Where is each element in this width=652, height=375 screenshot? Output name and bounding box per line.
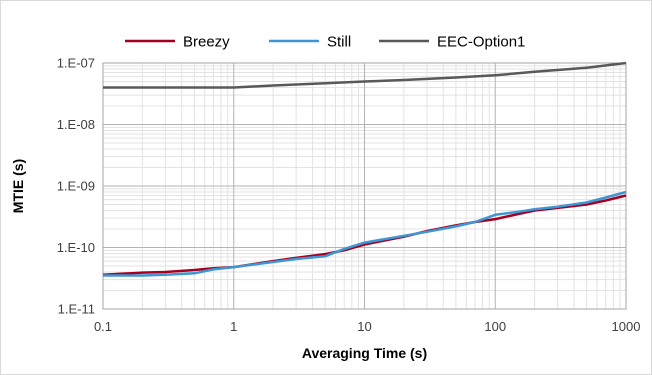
x-tick-label: 1000 [612, 319, 641, 334]
plot-border [102, 62, 627, 310]
x-axis-title: Averaging Time (s) [302, 345, 427, 361]
x-tick-label: 100 [484, 319, 506, 334]
y-axis-title: MTIE (s) [10, 159, 26, 213]
x-tick-label: 1 [230, 319, 237, 334]
legend-label: Breezy [183, 34, 230, 51]
x-tick-labels: 0.1 1 10 100 1000 [94, 319, 641, 334]
legend-label: Still [327, 34, 351, 51]
y-tick-label: 1.E-09 [57, 179, 95, 194]
legend: Breezy Still EEC-Option1 [125, 34, 525, 51]
y-tick-labels: 1.E-11 1.E-10 1.E-09 1.E-08 1.E-07 [57, 56, 95, 317]
x-tick-label: 0.1 [94, 319, 112, 334]
series-lines [102, 61, 627, 277]
y-tick-label: 1.E-07 [57, 56, 95, 71]
series-line-still [103, 190, 627, 277]
y-tick-label: 1.E-10 [57, 240, 95, 255]
series-line-eec-option1 [103, 61, 627, 89]
y-tick-label: 1.E-11 [58, 302, 95, 317]
legend-label: EEC-Option1 [437, 34, 525, 51]
y-tick-label: 1.E-08 [57, 117, 95, 132]
plot-area-border [102, 62, 627, 310]
x-tick-label: 10 [357, 319, 371, 334]
